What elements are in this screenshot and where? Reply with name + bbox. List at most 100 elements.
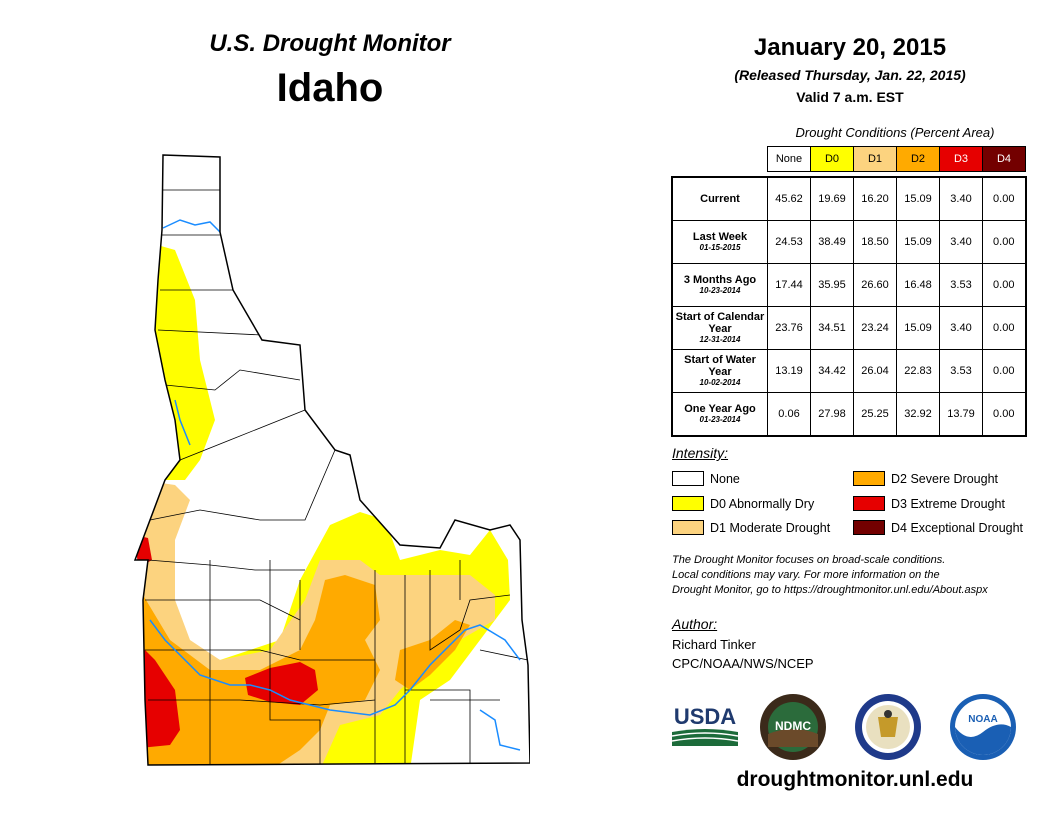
d2-region-eastern-snake <box>395 620 470 690</box>
table-cell: 34.42 <box>810 349 854 393</box>
table-cell: 35.95 <box>810 263 854 307</box>
table-row: Current 45.62 19.69 16.20 15.09 3.40 0.0… <box>671 176 1027 221</box>
table-cell: 19.69 <box>810 176 854 221</box>
note-line-link[interactable]: Drought Monitor, go to https://droughtmo… <box>672 584 988 596</box>
legend-item-none: None <box>672 471 740 486</box>
svg-text:USDA: USDA <box>674 704 736 729</box>
table-cell: 22.83 <box>896 349 940 393</box>
row-label: Start of Water Year 10-02-2014 <box>671 349 768 393</box>
table-cell: 13.79 <box>939 392 983 437</box>
monitor-title: U.S. Drought Monitor <box>209 30 451 57</box>
table-cell: 0.00 <box>982 306 1027 350</box>
legend-item-d4: D4 Exceptional Drought <box>853 520 1023 535</box>
col-header-d1: D1 <box>853 146 897 172</box>
released-date: (Released Thursday, Jan. 22, 2015) <box>734 67 966 83</box>
idaho-drought-map <box>133 154 530 766</box>
table-cell: 15.09 <box>896 176 940 221</box>
table-cell: 18.50 <box>853 220 897 264</box>
table-cell: 26.60 <box>853 263 897 307</box>
legend-label: D4 Exceptional Drought <box>891 520 1024 535</box>
table-cell: 3.40 <box>939 220 983 264</box>
table-cell: 0.00 <box>982 349 1027 393</box>
table-cell: 24.53 <box>767 220 811 264</box>
legend-swatch <box>672 471 704 486</box>
ndmc-logo: NDMC <box>760 694 826 760</box>
table-cell: 0.00 <box>982 176 1027 221</box>
table-cell: 17.44 <box>767 263 811 307</box>
legend-label: D1 Moderate Drought <box>710 520 831 535</box>
legend-swatch <box>672 520 704 535</box>
valid-time: Valid 7 a.m. EST <box>796 89 904 105</box>
table-row: 3 Months Ago 10-23-2014 17.44 35.95 26.60… <box>671 263 1027 307</box>
county-lines <box>145 189 529 765</box>
legend-label: D2 Severe Drought <box>891 471 999 486</box>
author-org: CPC/NOAA/NWS/NCEP <box>672 656 814 671</box>
usda-logo: USDA <box>671 704 739 746</box>
drought-conditions-table: None D0 D1 D2 D3 D4 Current 45.62 19.69 … <box>671 146 1027 437</box>
row-label: One Year Ago 01-23-2014 <box>671 392 768 437</box>
note-line: The Drought Monitor focuses on broad-sca… <box>672 554 946 566</box>
table-row: Start of Calendar Year 12-31-2014 23.76 3… <box>671 306 1027 350</box>
table-cell: 23.24 <box>853 306 897 350</box>
table-cell: 0.00 <box>982 220 1027 264</box>
legend-label: None <box>710 471 740 486</box>
table-cell: 0.00 <box>982 263 1027 307</box>
legend-swatch <box>853 520 885 535</box>
table-cell: 23.76 <box>767 306 811 350</box>
col-header-d3: D3 <box>939 146 983 172</box>
table-row: Start of Water Year 10-02-2014 13.19 34.4… <box>671 349 1027 393</box>
col-header-d2: D2 <box>896 146 940 172</box>
intensity-title: Intensity: <box>672 445 729 461</box>
table-cell: 38.49 <box>810 220 854 264</box>
legend-item-d2: D2 Severe Drought <box>853 471 998 486</box>
website-link[interactable]: droughtmonitor.unl.edu <box>736 768 974 791</box>
table-cell: 32.92 <box>896 392 940 437</box>
legend-swatch <box>672 496 704 511</box>
table-cell: 3.53 <box>939 349 983 393</box>
table-cell: 25.25 <box>853 392 897 437</box>
noaa-logo: NOAA <box>950 694 1016 760</box>
table-cell: 34.51 <box>810 306 854 350</box>
col-header-d4: D4 <box>982 146 1026 172</box>
idaho-state-outline <box>133 154 530 766</box>
svg-text:NDMC: NDMC <box>775 719 811 733</box>
table-cell: 16.20 <box>853 176 897 221</box>
legend-item-d3: D3 Extreme Drought <box>853 496 1005 511</box>
table-cell: 3.40 <box>939 306 983 350</box>
col-header-d0: D0 <box>810 146 854 172</box>
table-row: One Year Ago 01-23-2014 0.06 27.98 25.25 … <box>671 392 1027 437</box>
author-title: Author: <box>672 616 718 632</box>
svg-text:NOAA: NOAA <box>968 714 997 725</box>
state-title: Idaho <box>276 66 384 110</box>
table-cell: 27.98 <box>810 392 854 437</box>
drought-monitor-note: The Drought Monitor focuses on broad-sca… <box>672 553 1042 598</box>
legend-item-d1: D1 Moderate Drought <box>672 520 830 535</box>
d3-region-central <box>245 662 318 705</box>
table-cell: 13.19 <box>767 349 811 393</box>
table-cell: 15.09 <box>896 220 940 264</box>
table-cell: 0.06 <box>767 392 811 437</box>
legend-label: D3 Extreme Drought <box>891 496 1005 511</box>
table-row: Last Week 01-15-2015 24.53 38.49 18.50 15… <box>671 220 1027 264</box>
row-label: Current <box>671 176 768 221</box>
legend-label: D0 Abnormally Dry <box>710 496 815 511</box>
table-cell: 3.40 <box>939 176 983 221</box>
legend-swatch <box>853 496 885 511</box>
table-cell: 16.48 <box>896 263 940 307</box>
table-cell: 0.00 <box>982 392 1027 437</box>
table-cell: 26.04 <box>853 349 897 393</box>
note-line: Local conditions may vary. For more info… <box>672 569 940 581</box>
table-cell: 45.62 <box>767 176 811 221</box>
row-label: 3 Months Ago 10-23-2014 <box>671 263 768 307</box>
table-cell: 15.09 <box>896 306 940 350</box>
table-header-row: None D0 D1 D2 D3 D4 <box>672 146 1026 172</box>
table-cell: 3.53 <box>939 263 983 307</box>
col-header-none: None <box>767 146 811 172</box>
date-title: January 20, 2015 <box>753 34 947 61</box>
commerce-seal-logo <box>855 694 921 760</box>
author-name: Richard Tinker <box>672 637 756 652</box>
legend-swatch <box>853 471 885 486</box>
table-caption: Drought Conditions (Percent Area) <box>795 125 995 140</box>
row-label: Last Week 01-15-2015 <box>671 220 768 264</box>
legend-item-d0: D0 Abnormally Dry <box>672 496 814 511</box>
